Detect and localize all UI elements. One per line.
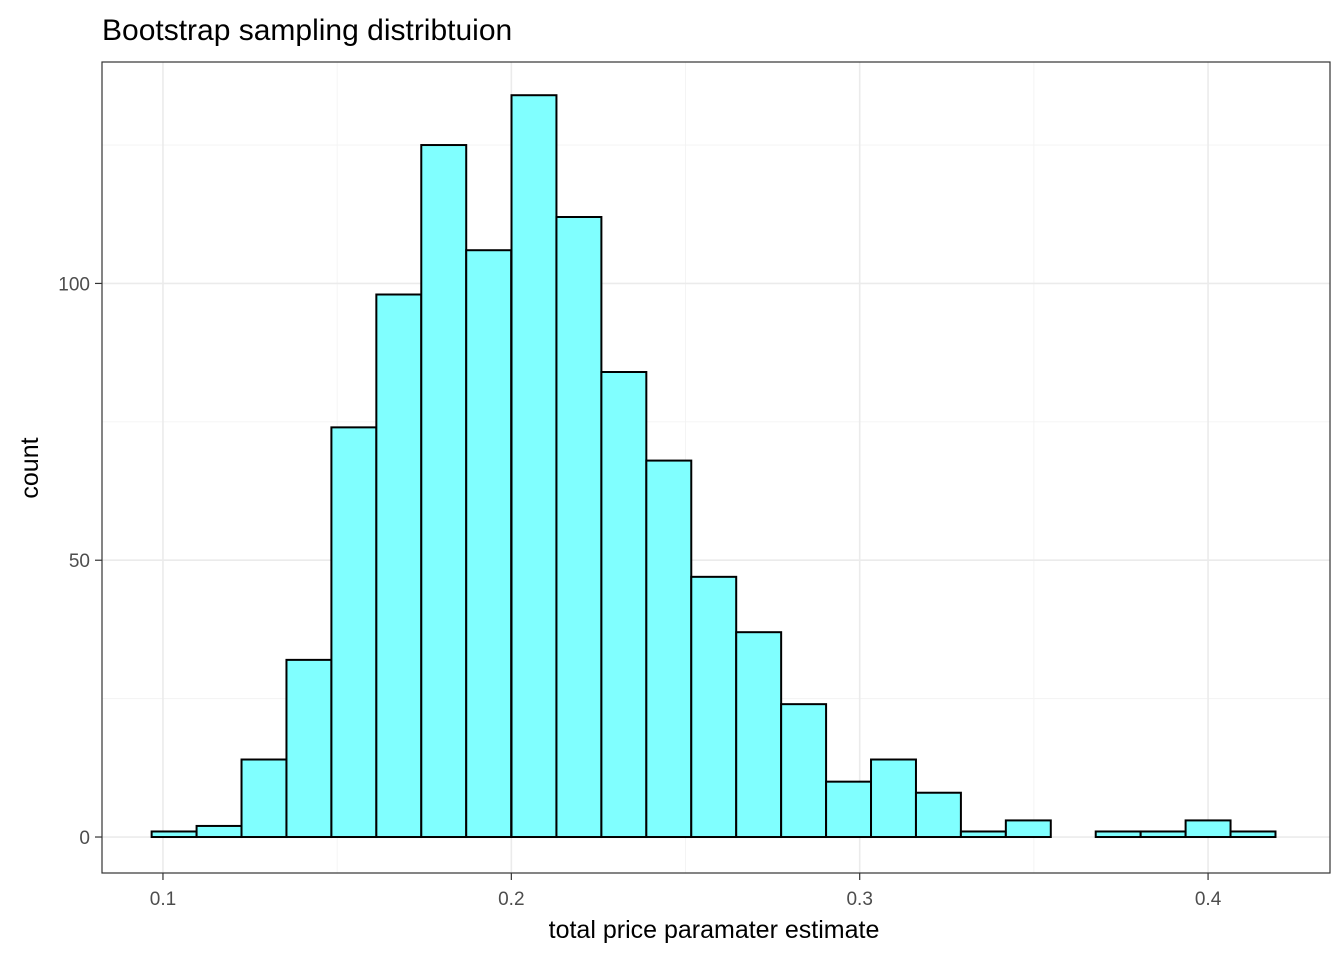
histogram-bar [555,216,603,839]
histogram-bar [150,830,198,839]
histogram-bar [825,780,873,839]
histogram-bar [1139,830,1187,839]
y-axis-title: count [16,437,44,498]
histogram-bar [240,758,288,839]
y-tick-label: 50 [69,551,90,572]
histogram-bar [780,703,828,839]
histogram-bar [645,459,693,839]
x-tick-label: 0.1 [150,889,176,910]
histogram-bar [959,830,1007,839]
histogram-bar [1004,819,1052,839]
histogram-bar [690,575,738,839]
x-axis-tick-labels: 0.1 0.2 0.3 0.4 [150,889,1222,910]
axis-ticks [95,282,1209,880]
histogram-bar [195,824,243,839]
histogram-bar [1184,819,1232,839]
histogram-bar [330,426,378,839]
chart-title: Bootstrap sampling distribtuion [102,14,512,47]
histogram-bar [735,631,783,839]
histogram-bar [375,293,423,839]
histogram-bar [420,144,468,839]
plot-panel-border [101,61,1331,874]
histogram-bar [1094,830,1142,839]
histogram-bar [285,658,333,839]
histogram-bar [465,249,513,839]
x-tick-label: 0.2 [498,889,524,910]
x-axis-title: total price paramater estimate [549,916,880,944]
y-tick-label: 100 [58,274,90,295]
x-tick-label: 0.3 [846,889,872,910]
histogram-bar [510,94,558,839]
histogram-bar [870,758,917,839]
y-axis-tick-labels: 0 50 100 [58,274,90,849]
y-tick-label: 0 [79,828,90,849]
histogram-bar [1229,830,1277,839]
histogram-bars [150,94,1277,839]
x-tick-label: 0.4 [1195,889,1222,910]
histogram-bar [914,791,962,839]
histogram-bar [600,371,648,839]
